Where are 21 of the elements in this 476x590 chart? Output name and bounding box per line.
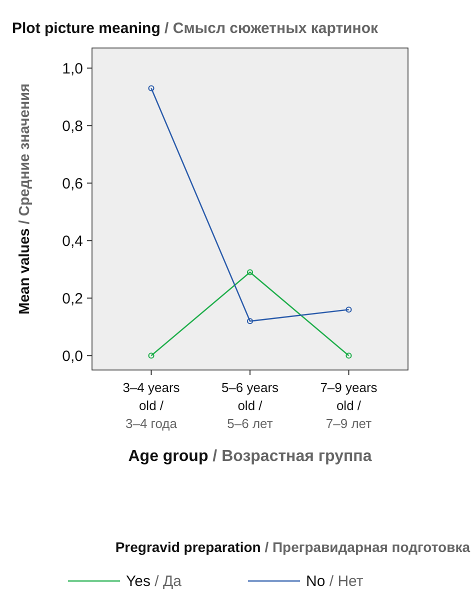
chart-title: Plot picture meaning / Смысл сюжетных картинок xyxy=(12,20,379,37)
point xyxy=(346,306,352,313)
y-tick-label: 0,2 xyxy=(62,290,83,308)
point xyxy=(148,85,154,92)
y-tick-label: 0,6 xyxy=(62,175,83,192)
legend-title: Pregravid preparation / Прегравидарная подготовка xyxy=(115,539,470,555)
x-tick-label: 3–4 years old / 3–4 года xyxy=(122,380,180,431)
x-tick-label: 7–9 years old / 7–9 лет xyxy=(320,380,378,431)
y-axis-title: Mean values / Средние значения xyxy=(17,84,33,314)
point xyxy=(148,352,154,359)
x-axis-title: Age group / Возрастная группа xyxy=(128,448,372,465)
point xyxy=(346,352,352,359)
y-tick-label: 0,8 xyxy=(62,118,83,135)
point xyxy=(246,318,254,324)
y-tick-label: 0,4 xyxy=(62,232,83,250)
point xyxy=(246,269,254,276)
legend-label: No / Нет xyxy=(306,573,364,590)
x-tick-label: 5–6 years old / 5–6 лет xyxy=(221,380,280,431)
y-tick-label: 1,0 xyxy=(62,60,83,78)
y-tick-label: 0,0 xyxy=(62,348,83,365)
legend-label: Yes / Да xyxy=(126,573,182,590)
